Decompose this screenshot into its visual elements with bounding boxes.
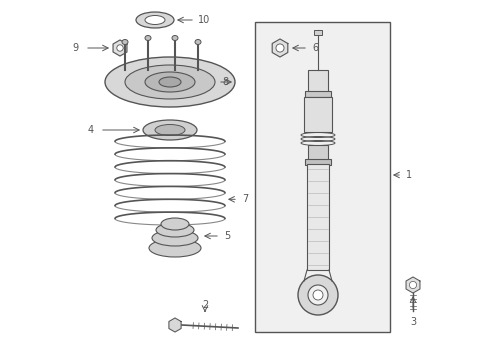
Bar — [308, 145, 328, 160]
Ellipse shape — [136, 12, 174, 28]
Text: 4: 4 — [88, 125, 94, 135]
Ellipse shape — [155, 125, 185, 135]
Ellipse shape — [156, 223, 194, 237]
Text: 9: 9 — [72, 43, 78, 53]
Text: 5: 5 — [224, 231, 230, 241]
Bar — [305, 159, 331, 165]
Ellipse shape — [161, 218, 189, 230]
Text: 10: 10 — [198, 15, 210, 25]
Text: 3: 3 — [410, 317, 416, 327]
Bar — [305, 91, 331, 97]
Text: 2: 2 — [202, 300, 208, 310]
Polygon shape — [272, 39, 288, 57]
Text: 8: 8 — [222, 77, 228, 87]
Ellipse shape — [152, 230, 198, 246]
Bar — [308, 70, 328, 92]
Ellipse shape — [172, 36, 178, 41]
Circle shape — [276, 44, 284, 52]
Circle shape — [410, 282, 416, 289]
Ellipse shape — [145, 36, 151, 41]
Circle shape — [117, 45, 123, 51]
Ellipse shape — [143, 120, 197, 140]
Polygon shape — [113, 40, 127, 56]
Ellipse shape — [145, 72, 195, 92]
Circle shape — [298, 275, 338, 315]
Text: 6: 6 — [312, 43, 318, 53]
Ellipse shape — [145, 15, 165, 24]
Bar — [307, 164, 329, 270]
Text: 1: 1 — [406, 170, 412, 180]
Ellipse shape — [125, 65, 215, 99]
Bar — [314, 30, 322, 35]
Ellipse shape — [105, 57, 235, 107]
Bar — [304, 97, 332, 132]
Circle shape — [313, 290, 323, 300]
Ellipse shape — [195, 40, 201, 45]
Polygon shape — [406, 277, 420, 293]
Polygon shape — [169, 318, 181, 332]
Ellipse shape — [159, 77, 181, 87]
Circle shape — [308, 285, 328, 305]
Ellipse shape — [149, 239, 201, 257]
Bar — [255, 22, 390, 332]
Text: 7: 7 — [242, 194, 248, 204]
Ellipse shape — [122, 40, 128, 45]
